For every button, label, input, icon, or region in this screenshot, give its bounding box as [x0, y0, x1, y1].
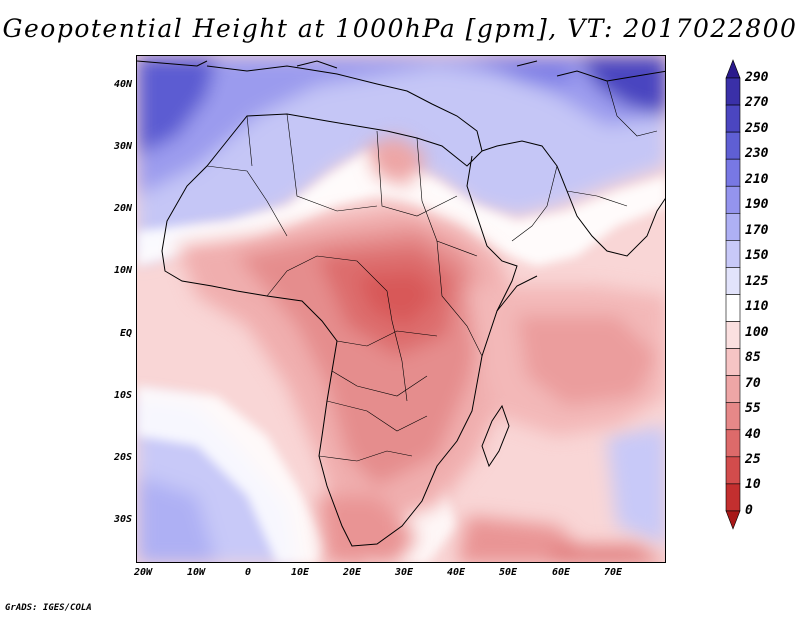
geopotential-height-map	[137, 56, 665, 562]
map-plot-area	[136, 55, 666, 563]
lon-label-10e: 10E	[290, 567, 310, 578]
colorbar-label: 70	[745, 375, 761, 391]
grads-credit: GrADS: IGES/COLA	[5, 603, 92, 613]
lon-label-50e: 50E	[498, 567, 518, 578]
colorbar-label: 250	[745, 120, 769, 136]
colorbar-label: 125	[745, 273, 769, 289]
colorbar-label: 190	[745, 197, 769, 213]
colorbar-label: 170	[745, 222, 769, 238]
colorbar-swatch	[725, 77, 741, 106]
lon-label-10w: 10W	[186, 567, 206, 578]
colorbar-top-arrow	[725, 59, 741, 79]
lon-label-30e: 30E	[394, 567, 414, 578]
low-geopotential-regions	[177, 136, 665, 562]
colorbar-swatch	[725, 294, 741, 322]
lon-label-40e: 40E	[446, 567, 466, 578]
chart-title: Geopotential Height at 1000hPa [gpm], VT…	[2, 14, 798, 43]
colorbar-label: 210	[745, 171, 769, 187]
colorbar-swatch	[725, 348, 741, 376]
colorbar-swatch	[725, 131, 741, 160]
colorbar-swatch	[725, 267, 741, 295]
lat-label-10s: 10S	[113, 390, 132, 401]
colorbar-label: 270	[745, 95, 769, 111]
colorbar-label: 100	[745, 324, 769, 340]
colorbar-swatch	[725, 321, 741, 349]
lat-label-eq: EQ	[119, 328, 132, 339]
colorbar-label: 150	[745, 248, 769, 264]
lat-label-30s: 30S	[113, 514, 132, 525]
colorbar-bottom-arrow	[725, 510, 741, 530]
colorbar-swatch	[725, 456, 741, 485]
lon-label-0: 0	[244, 567, 252, 578]
lon-label-20e: 20E	[342, 567, 362, 578]
colorbar-swatch	[725, 212, 741, 241]
lat-label-20s: 20S	[113, 452, 132, 463]
lat-label-10n: 10N	[113, 265, 132, 276]
colorbar-swatch	[725, 240, 741, 268]
country-borders	[206, 80, 658, 462]
colorbar-swatch	[725, 375, 741, 404]
colorbar-label: 230	[745, 146, 769, 162]
colorbar-label: 55	[745, 401, 761, 417]
colorbar-swatch	[725, 158, 741, 187]
colorbar-label: 290	[745, 70, 769, 85]
colorbar-label: 10	[745, 477, 761, 493]
lon-label-20w: 20W	[133, 567, 153, 578]
lat-label-40n: 40N	[113, 79, 132, 90]
colorbar-label: 25	[745, 452, 761, 467]
colorbar	[725, 59, 741, 530]
lon-label-60e: 60E	[551, 567, 571, 578]
colorbar-swatch	[725, 185, 741, 214]
colorbar-swatch	[725, 402, 741, 431]
lat-label-20n: 20N	[113, 203, 132, 214]
colorbar-label: 110	[745, 299, 769, 315]
lon-label-70e: 70E	[603, 567, 623, 578]
colorbar-swatch	[725, 483, 741, 512]
colorbar-swatch	[725, 429, 741, 458]
colorbar-label: 40	[745, 426, 761, 442]
colorbar-swatch	[725, 104, 741, 133]
colorbar-label: 0	[745, 502, 753, 518]
lat-label-30n: 30N	[113, 141, 132, 152]
colorbar-label: 85	[745, 350, 761, 366]
